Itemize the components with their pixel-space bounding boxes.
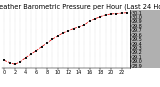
Point (24, 57, 27, 58)
Point (19, 61, 22, 62)
Point (40, 46, 43, 47)
Point (115, 13, 118, 14)
Point (56, 35, 59, 37)
Point (88, 20, 91, 22)
Point (99, 16, 102, 17)
Point (51, 38, 54, 40)
Point (67, 30, 70, 31)
Point (30, 54, 32, 55)
Point (126, 12, 128, 13)
Point (72, 28, 75, 29)
Point (8, 62, 11, 63)
Point (62, 32, 64, 34)
Point (94, 18, 96, 19)
Point (104, 14, 107, 16)
Point (120, 12, 123, 14)
Title: Milwaukee Weather Barometric Pressure per Hour (Last 24 Hours): Milwaukee Weather Barometric Pressure pe… (0, 3, 160, 10)
Point (46, 42, 48, 44)
Point (35, 50, 38, 51)
Point (78, 26, 80, 27)
Point (83, 24, 86, 26)
Point (14, 64, 16, 65)
Point (110, 13, 112, 15)
Point (3, 60, 6, 61)
